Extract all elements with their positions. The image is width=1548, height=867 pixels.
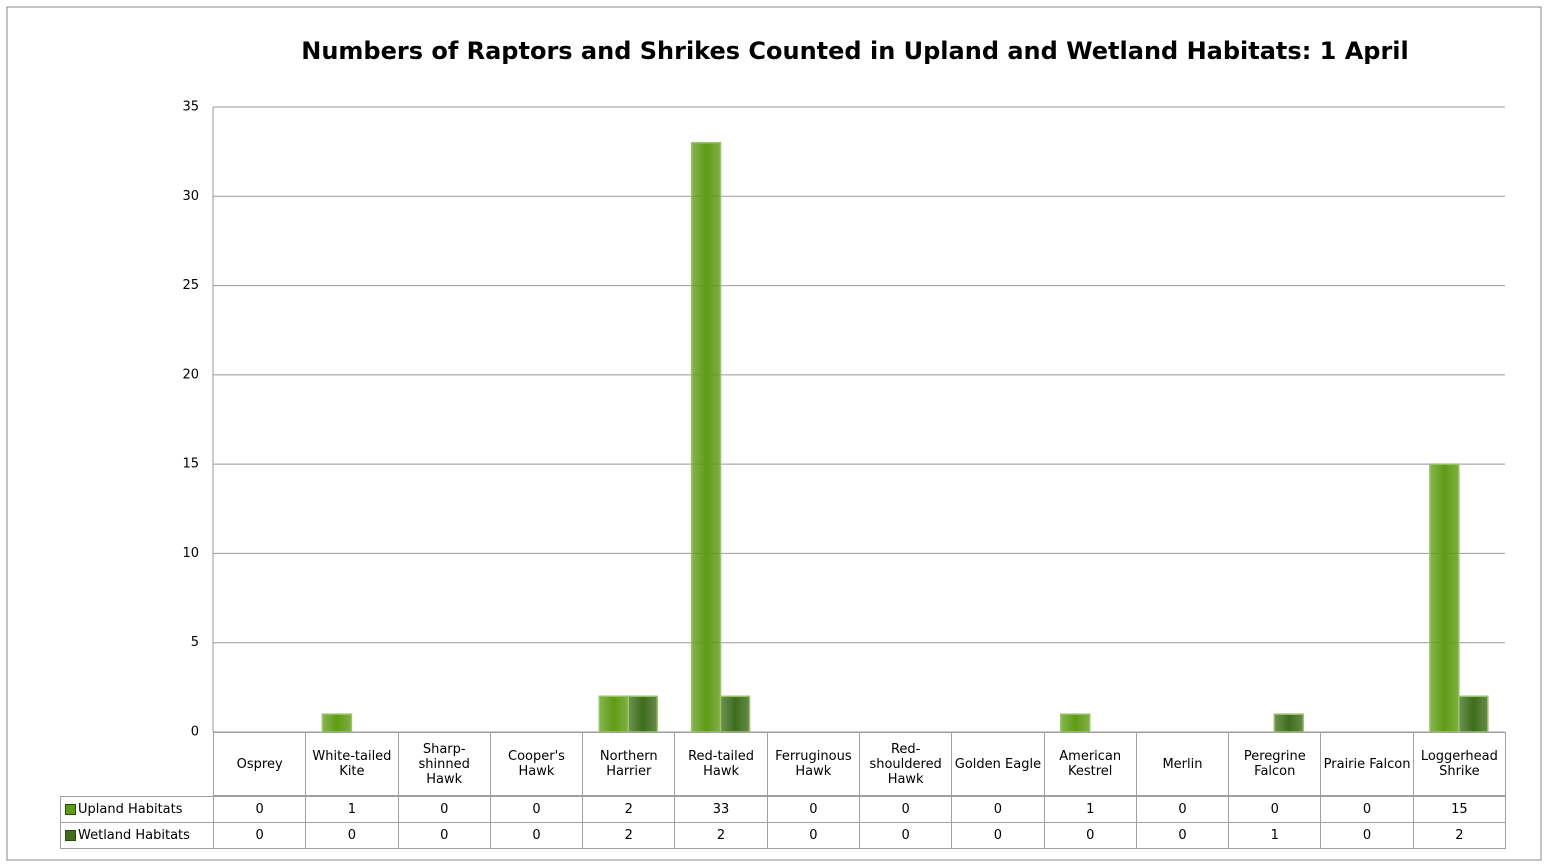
y-tick-label: 15 bbox=[182, 457, 199, 472]
table-value: 0 bbox=[951, 822, 1045, 849]
legend-label: Wetland Habitats bbox=[78, 828, 190, 843]
category-label: Ferruginous Hawk bbox=[766, 732, 860, 796]
category-label: Merlin bbox=[1135, 732, 1230, 796]
bar bbox=[321, 713, 353, 733]
legend-key bbox=[65, 804, 76, 815]
table-value: 2 bbox=[582, 822, 676, 849]
table-value: 0 bbox=[305, 822, 399, 849]
category-label: White-tailed Kite bbox=[305, 732, 399, 796]
table-value: 1 bbox=[1043, 796, 1137, 823]
category-label: Northern Harrier bbox=[582, 732, 676, 796]
table-value: 0 bbox=[1135, 822, 1230, 849]
y-tick-label: 5 bbox=[191, 635, 199, 650]
y-tick-label: 25 bbox=[182, 278, 199, 293]
category-label: Osprey bbox=[213, 732, 307, 796]
bar bbox=[690, 141, 722, 733]
category-label: Red-tailed Hawk bbox=[674, 732, 768, 796]
table-value: 2 bbox=[582, 796, 676, 823]
bar bbox=[1429, 463, 1460, 733]
category-label: Red-shouldered Hawk bbox=[859, 732, 953, 796]
category-label: Cooper's Hawk bbox=[489, 732, 584, 796]
table-value: 0 bbox=[489, 822, 584, 849]
category-label: Loggerhead Shrike bbox=[1412, 732, 1506, 796]
legend-key bbox=[65, 830, 76, 841]
y-tick-label: 10 bbox=[182, 546, 199, 561]
category-label: Prairie Falcon bbox=[1320, 732, 1414, 796]
table-value: 0 bbox=[1228, 796, 1322, 823]
legend-label: Upland Habitats bbox=[78, 802, 183, 817]
table-value: 2 bbox=[1412, 822, 1506, 849]
y-tick-label: 0 bbox=[191, 725, 199, 740]
category-label: Golden Eagle bbox=[951, 732, 1045, 796]
bar bbox=[719, 695, 751, 733]
category-label: Peregrine Falcon bbox=[1228, 732, 1322, 796]
legend-entry: Upland Habitats bbox=[60, 796, 214, 823]
table-value: 2 bbox=[674, 822, 768, 849]
category-label: American Kestrel bbox=[1043, 732, 1137, 796]
y-tick-label: 35 bbox=[182, 100, 199, 115]
y-tick-label: 20 bbox=[182, 367, 199, 382]
table-value: 15 bbox=[1412, 796, 1506, 823]
table-value: 0 bbox=[213, 796, 307, 823]
bar bbox=[598, 695, 630, 733]
table-value: 0 bbox=[489, 796, 584, 823]
table-value: 0 bbox=[1043, 822, 1137, 849]
bar bbox=[627, 695, 659, 733]
table-value: 1 bbox=[305, 796, 399, 823]
legend-entry: Wetland Habitats bbox=[60, 822, 214, 849]
table-value: 0 bbox=[859, 796, 953, 823]
table-value: 1 bbox=[1228, 822, 1322, 849]
y-tick-label: 30 bbox=[182, 189, 199, 204]
bar bbox=[1059, 713, 1091, 733]
table-value: 0 bbox=[859, 822, 953, 849]
table-value: 0 bbox=[1135, 796, 1230, 823]
table-value: 0 bbox=[1320, 822, 1414, 849]
category-label: Sharp-shinned Hawk bbox=[397, 732, 491, 796]
table-value: 0 bbox=[766, 822, 860, 849]
table-value: 0 bbox=[213, 822, 307, 849]
table-value: 0 bbox=[766, 796, 860, 823]
bar bbox=[1458, 695, 1489, 733]
table-value: 0 bbox=[1320, 796, 1414, 823]
bar bbox=[1273, 713, 1305, 733]
table-value: 0 bbox=[397, 796, 491, 823]
table-value: 0 bbox=[397, 822, 491, 849]
chart-title: Numbers of Raptors and Shrikes Counted i… bbox=[301, 37, 1409, 65]
table-value: 33 bbox=[674, 796, 768, 823]
table-value: 0 bbox=[951, 796, 1045, 823]
